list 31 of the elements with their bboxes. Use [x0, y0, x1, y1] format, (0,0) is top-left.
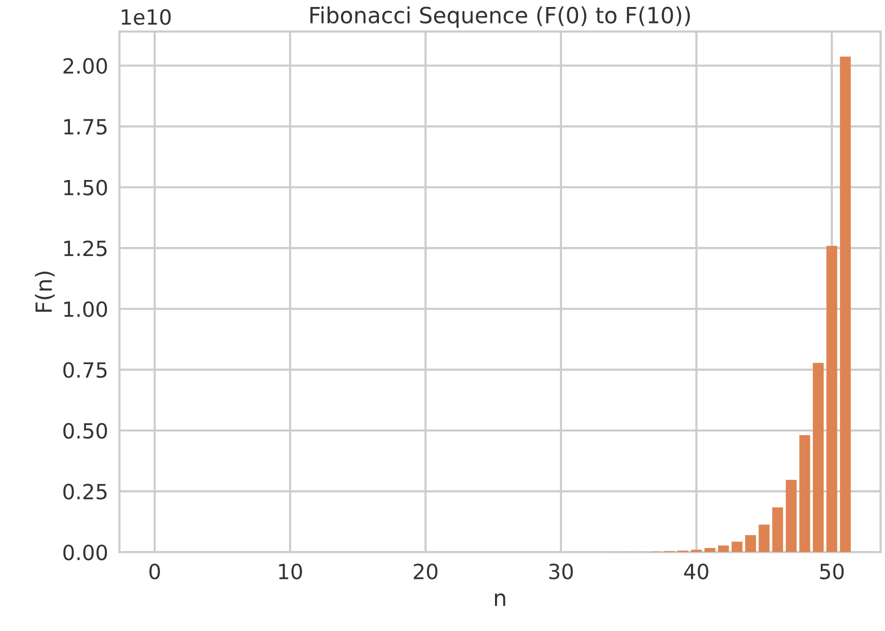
- y-tick-label: 0.50: [63, 422, 107, 439]
- y-tick-label: 2.00: [64, 58, 107, 74]
- bar: [786, 480, 797, 552]
- bar: [812, 362, 824, 552]
- bar: [758, 524, 770, 552]
- y-tick-label: 1.75: [64, 119, 107, 135]
- text: 1e10: [122, 9, 171, 25]
- x-tick-label: 20: [414, 564, 438, 580]
- y-tick-label: 0.00: [63, 544, 107, 560]
- x-tick-label: 50: [820, 564, 844, 580]
- x-tick-label: 30: [549, 564, 573, 580]
- x-axis-title: n: [495, 593, 506, 606]
- bar: [799, 435, 810, 552]
- bar: [732, 542, 742, 552]
- chart-title: Fibonacci Sequence (F(0) to F(10)): [310, 6, 690, 28]
- bar: [690, 550, 702, 552]
- y-tick-label: 0.25: [63, 484, 107, 500]
- bar: [704, 548, 716, 552]
- x-tick-label: 0: [149, 564, 160, 580]
- y-tick-label: 0.75: [63, 362, 107, 378]
- bar: [718, 546, 729, 552]
- bar: [745, 535, 756, 552]
- x-tick-label: 10: [279, 564, 302, 580]
- y-tick-label: 1.00: [64, 301, 107, 318]
- bar: [826, 246, 838, 552]
- y-axis-title: F(n): [34, 272, 55, 312]
- x-tick-label: 40: [684, 564, 708, 580]
- bar: [840, 56, 851, 552]
- y-tick-label: 1.50: [64, 180, 107, 196]
- y-tick-label: 1.25: [64, 240, 107, 256]
- bar: [772, 507, 784, 552]
